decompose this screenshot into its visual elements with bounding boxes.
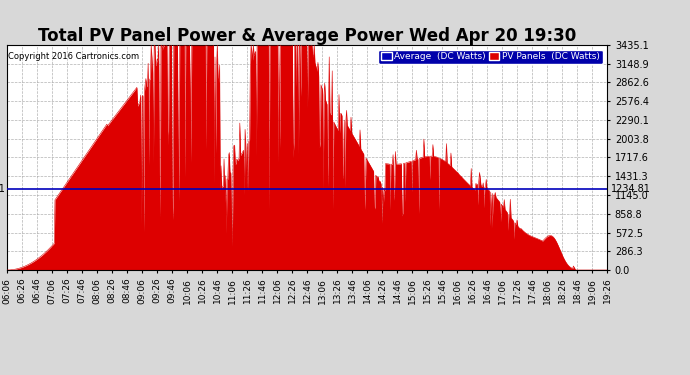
Text: Copyright 2016 Cartronics.com: Copyright 2016 Cartronics.com: [8, 52, 139, 61]
Title: Total PV Panel Power & Average Power Wed Apr 20 19:30: Total PV Panel Power & Average Power Wed…: [38, 27, 576, 45]
Legend: Average  (DC Watts), PV Panels  (DC Watts): Average (DC Watts), PV Panels (DC Watts): [378, 50, 602, 64]
Text: 1234.81: 1234.81: [0, 184, 6, 194]
Text: 1234.81: 1234.81: [611, 184, 651, 194]
